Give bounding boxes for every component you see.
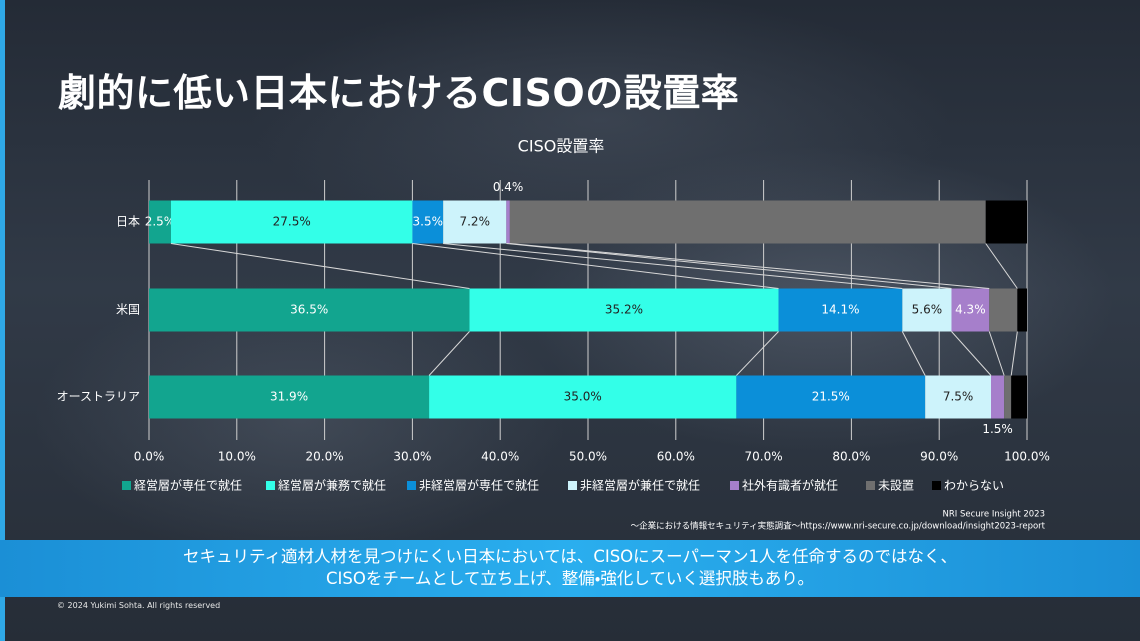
connector-line	[443, 243, 903, 289]
chart-title: CISO設置率	[518, 137, 605, 156]
y-tick-label: 米国	[116, 303, 140, 317]
x-tick-label: 70.0%	[745, 450, 783, 464]
source: NRI Secure Insight 2023	[942, 510, 1045, 520]
connector-line	[988, 331, 1005, 376]
accent-strip	[0, 0, 5, 641]
bar-segment	[902, 288, 952, 332]
bar-segment	[1011, 375, 1027, 419]
connector-line	[506, 243, 952, 289]
data-label: 14.1%	[821, 303, 859, 317]
bar-segment	[1004, 375, 1012, 419]
data-label: 36.5%	[290, 303, 328, 317]
connector-line	[901, 331, 926, 376]
y-tick-label: 日本	[116, 215, 140, 229]
legend-label: 経営層が専任で就任	[134, 478, 242, 493]
data-label: 21.5%	[812, 390, 850, 404]
x-tick-label: 60.0%	[657, 450, 695, 464]
connector-line	[509, 243, 990, 289]
data-label: 7.2%	[459, 215, 490, 229]
copyright: © 2024 Yukimi Sohta. All rights reserved	[57, 601, 221, 610]
data-label: 2.5%	[145, 215, 176, 229]
bar-segment	[149, 375, 430, 419]
bar-segment	[736, 375, 926, 419]
bar-segment	[985, 200, 1027, 244]
bar-segment	[991, 375, 1005, 419]
data-label: 4.3%	[955, 303, 986, 317]
bar-segment	[778, 288, 903, 332]
legend-label: 社外有識者が就任	[742, 478, 838, 493]
legend-label: わからない	[944, 479, 1004, 493]
legend-label: 経営層が兼務で就任	[278, 478, 386, 493]
x-tick-label: 10.0%	[218, 450, 256, 464]
x-tick-label: 30.0%	[393, 450, 431, 464]
message-line: セキュリティ適材人材を見つけにくい日本においては、CISOにスーパーマン1人を任…	[182, 547, 958, 566]
bar-segment	[925, 375, 992, 419]
data-label: 1.5%	[982, 422, 1013, 436]
connector-line	[736, 331, 779, 376]
message-band: セキュリティ適材人材を見つけにくい日本においては、CISOにスーパーマン1人を任…	[0, 540, 1140, 597]
x-tick-label: 40.0%	[481, 450, 519, 464]
legend-swatch	[730, 481, 739, 490]
y-tick-label: オーストラリア	[57, 390, 140, 404]
legend-swatch	[568, 481, 577, 490]
connector-line	[428, 331, 470, 376]
data-label: 5.6%	[912, 303, 943, 317]
bar-segment	[429, 375, 737, 419]
connector-line	[412, 243, 779, 289]
bar-segment	[469, 288, 779, 332]
slide-title: 劇的に低い日本におけるCISOの設置率	[58, 71, 740, 115]
legend-swatch	[266, 481, 275, 490]
legend-label: 非経営層が兼任で就任	[580, 478, 700, 493]
legend-swatch	[122, 481, 131, 490]
bar-segment	[989, 288, 1018, 332]
x-tick-label: 20.0%	[306, 450, 344, 464]
data-label: 35.2%	[605, 303, 643, 317]
data-label: 7.5%	[943, 390, 974, 404]
bar-segment	[149, 200, 171, 244]
data-label: 31.9%	[270, 390, 308, 404]
legend-label: 未設置	[878, 479, 914, 493]
bar-segment	[149, 288, 470, 332]
legend-swatch	[932, 481, 941, 490]
bar-segment	[1017, 288, 1027, 332]
x-tick-label: 80.0%	[832, 450, 870, 464]
data-label: 0.4%	[493, 180, 524, 194]
bar-segment	[443, 200, 507, 244]
bar-segment	[506, 200, 510, 244]
legend-swatch	[407, 481, 416, 490]
bar-segment	[951, 288, 990, 332]
bar-segment	[509, 200, 986, 244]
x-tick-label: 0.0%	[134, 450, 165, 464]
legend-label: 非経営層が専任で就任	[419, 478, 539, 493]
data-label: 27.5%	[273, 215, 311, 229]
x-tick-label: 50.0%	[569, 450, 607, 464]
x-tick-label: 90.0%	[920, 450, 958, 464]
legend-swatch	[866, 481, 875, 490]
bar-segment	[412, 200, 444, 244]
connector-line	[170, 243, 470, 289]
connector-line	[1010, 331, 1018, 376]
x-tick-label: 100.0%	[1004, 450, 1050, 464]
connector-line	[985, 243, 1018, 289]
source: ～企業における情報セキュリティ実態調査～https://www.nri-secu…	[631, 521, 1046, 532]
connector-line	[951, 331, 992, 376]
data-label: 3.5%	[413, 215, 444, 229]
data-label: 35.0%	[564, 390, 602, 404]
bar-segment	[170, 200, 413, 244]
message-line: CISOをチームとして立ち上げ、整備・強化していく選択肢もあり。	[326, 569, 814, 588]
